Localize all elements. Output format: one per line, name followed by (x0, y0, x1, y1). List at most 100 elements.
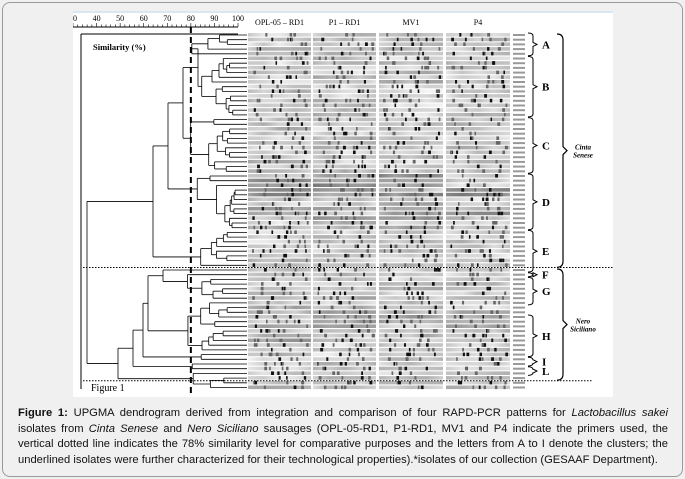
gel-band (305, 127, 308, 131)
gel-band (450, 150, 453, 155)
gel-band (290, 37, 293, 42)
figure-label: Figure 1 (91, 383, 125, 394)
gel-band-row (313, 258, 376, 263)
gel-band (288, 225, 291, 230)
gel-band (385, 221, 388, 225)
gel-band (481, 319, 484, 324)
gel-band (475, 145, 478, 150)
gel-band (356, 362, 359, 366)
gel-band (353, 380, 356, 385)
gel-band (361, 155, 364, 159)
gel-band (351, 221, 355, 225)
gel-band-row (248, 169, 311, 173)
gel-band (370, 188, 374, 192)
gel-band (406, 282, 408, 286)
gel-band-row (313, 206, 376, 211)
gel-band (408, 380, 411, 385)
gel-band (502, 150, 506, 155)
gel-band (268, 310, 271, 314)
gel-band (494, 347, 497, 352)
gel-band-row (446, 56, 510, 61)
gel-band (259, 145, 261, 150)
gel-band (410, 225, 412, 230)
gel-band (421, 333, 424, 338)
gel-band-row (446, 131, 510, 136)
gel-band-row (446, 343, 510, 347)
gel-band (360, 211, 364, 216)
gel-band (491, 357, 494, 361)
gel-band (476, 164, 480, 169)
gel-band (318, 239, 321, 244)
gel-band (304, 244, 307, 249)
gel-band-row (446, 141, 510, 145)
gel-band (342, 310, 346, 314)
isolate-label (513, 48, 525, 51)
gel-band (318, 310, 321, 314)
gel-band-row (379, 268, 443, 272)
gel-band (438, 47, 441, 51)
gel-band (410, 277, 413, 281)
gel-band (318, 263, 321, 267)
dendrogram-svg: 30 40 50 60 70 80 90 100 Similarity (%) OPL-05 … (69, 14, 613, 394)
gel-band (481, 291, 485, 296)
gel-band (340, 206, 343, 211)
gel-band (483, 253, 486, 258)
gel-band (400, 366, 402, 371)
gel-band (500, 211, 504, 216)
gel-band-row (446, 42, 510, 46)
gel-band (339, 272, 343, 277)
gel-band (362, 357, 365, 361)
gel-band (332, 84, 335, 89)
cluster-brace (527, 314, 539, 358)
gel-band (320, 347, 324, 352)
gel-band (275, 352, 279, 357)
gel-band (347, 42, 350, 46)
gel-band (481, 249, 484, 253)
gel-band-row (313, 333, 376, 338)
gel-band-row (379, 282, 443, 286)
gel-band (488, 188, 492, 192)
gel-band (301, 380, 305, 385)
gel-band-row (379, 338, 443, 343)
gel-band-row (379, 333, 443, 338)
gel-band (268, 352, 272, 357)
gel-band (352, 150, 356, 155)
gel-band-row (446, 366, 510, 371)
gel-band (326, 258, 330, 263)
gel-band (332, 291, 336, 296)
gel-band (305, 70, 308, 75)
gel-band (289, 221, 291, 225)
gel-band-row (446, 352, 510, 357)
gel-band-row (248, 80, 311, 84)
gel-band-row (313, 150, 376, 155)
gel-band (429, 249, 433, 253)
gel-band (498, 169, 502, 173)
gel-band (405, 117, 407, 122)
gel-band (457, 380, 461, 385)
gel-band (474, 131, 477, 136)
gel-band (285, 319, 288, 324)
gel-band (261, 206, 265, 211)
gel-band-row (379, 347, 443, 352)
gel-band (333, 202, 335, 206)
gel-band (489, 98, 493, 103)
isolate-label (513, 151, 525, 154)
gel-band (284, 131, 287, 136)
gel-band (505, 103, 508, 108)
cluster-brace (527, 356, 539, 367)
gel-band (457, 169, 460, 173)
gel-band (471, 221, 475, 225)
gel-band (501, 80, 505, 84)
gel-band-row (313, 357, 376, 361)
isolate-label (513, 38, 525, 41)
gel-band (286, 122, 290, 126)
gel-band (482, 315, 485, 319)
gel-band (392, 47, 395, 51)
gel-band (496, 70, 500, 75)
gel-band (489, 268, 492, 272)
gel-band-row (379, 47, 443, 51)
gel-band (393, 310, 397, 314)
gel-band-row (379, 117, 443, 122)
gel-band-row (446, 305, 510, 310)
gel-band (369, 131, 373, 136)
